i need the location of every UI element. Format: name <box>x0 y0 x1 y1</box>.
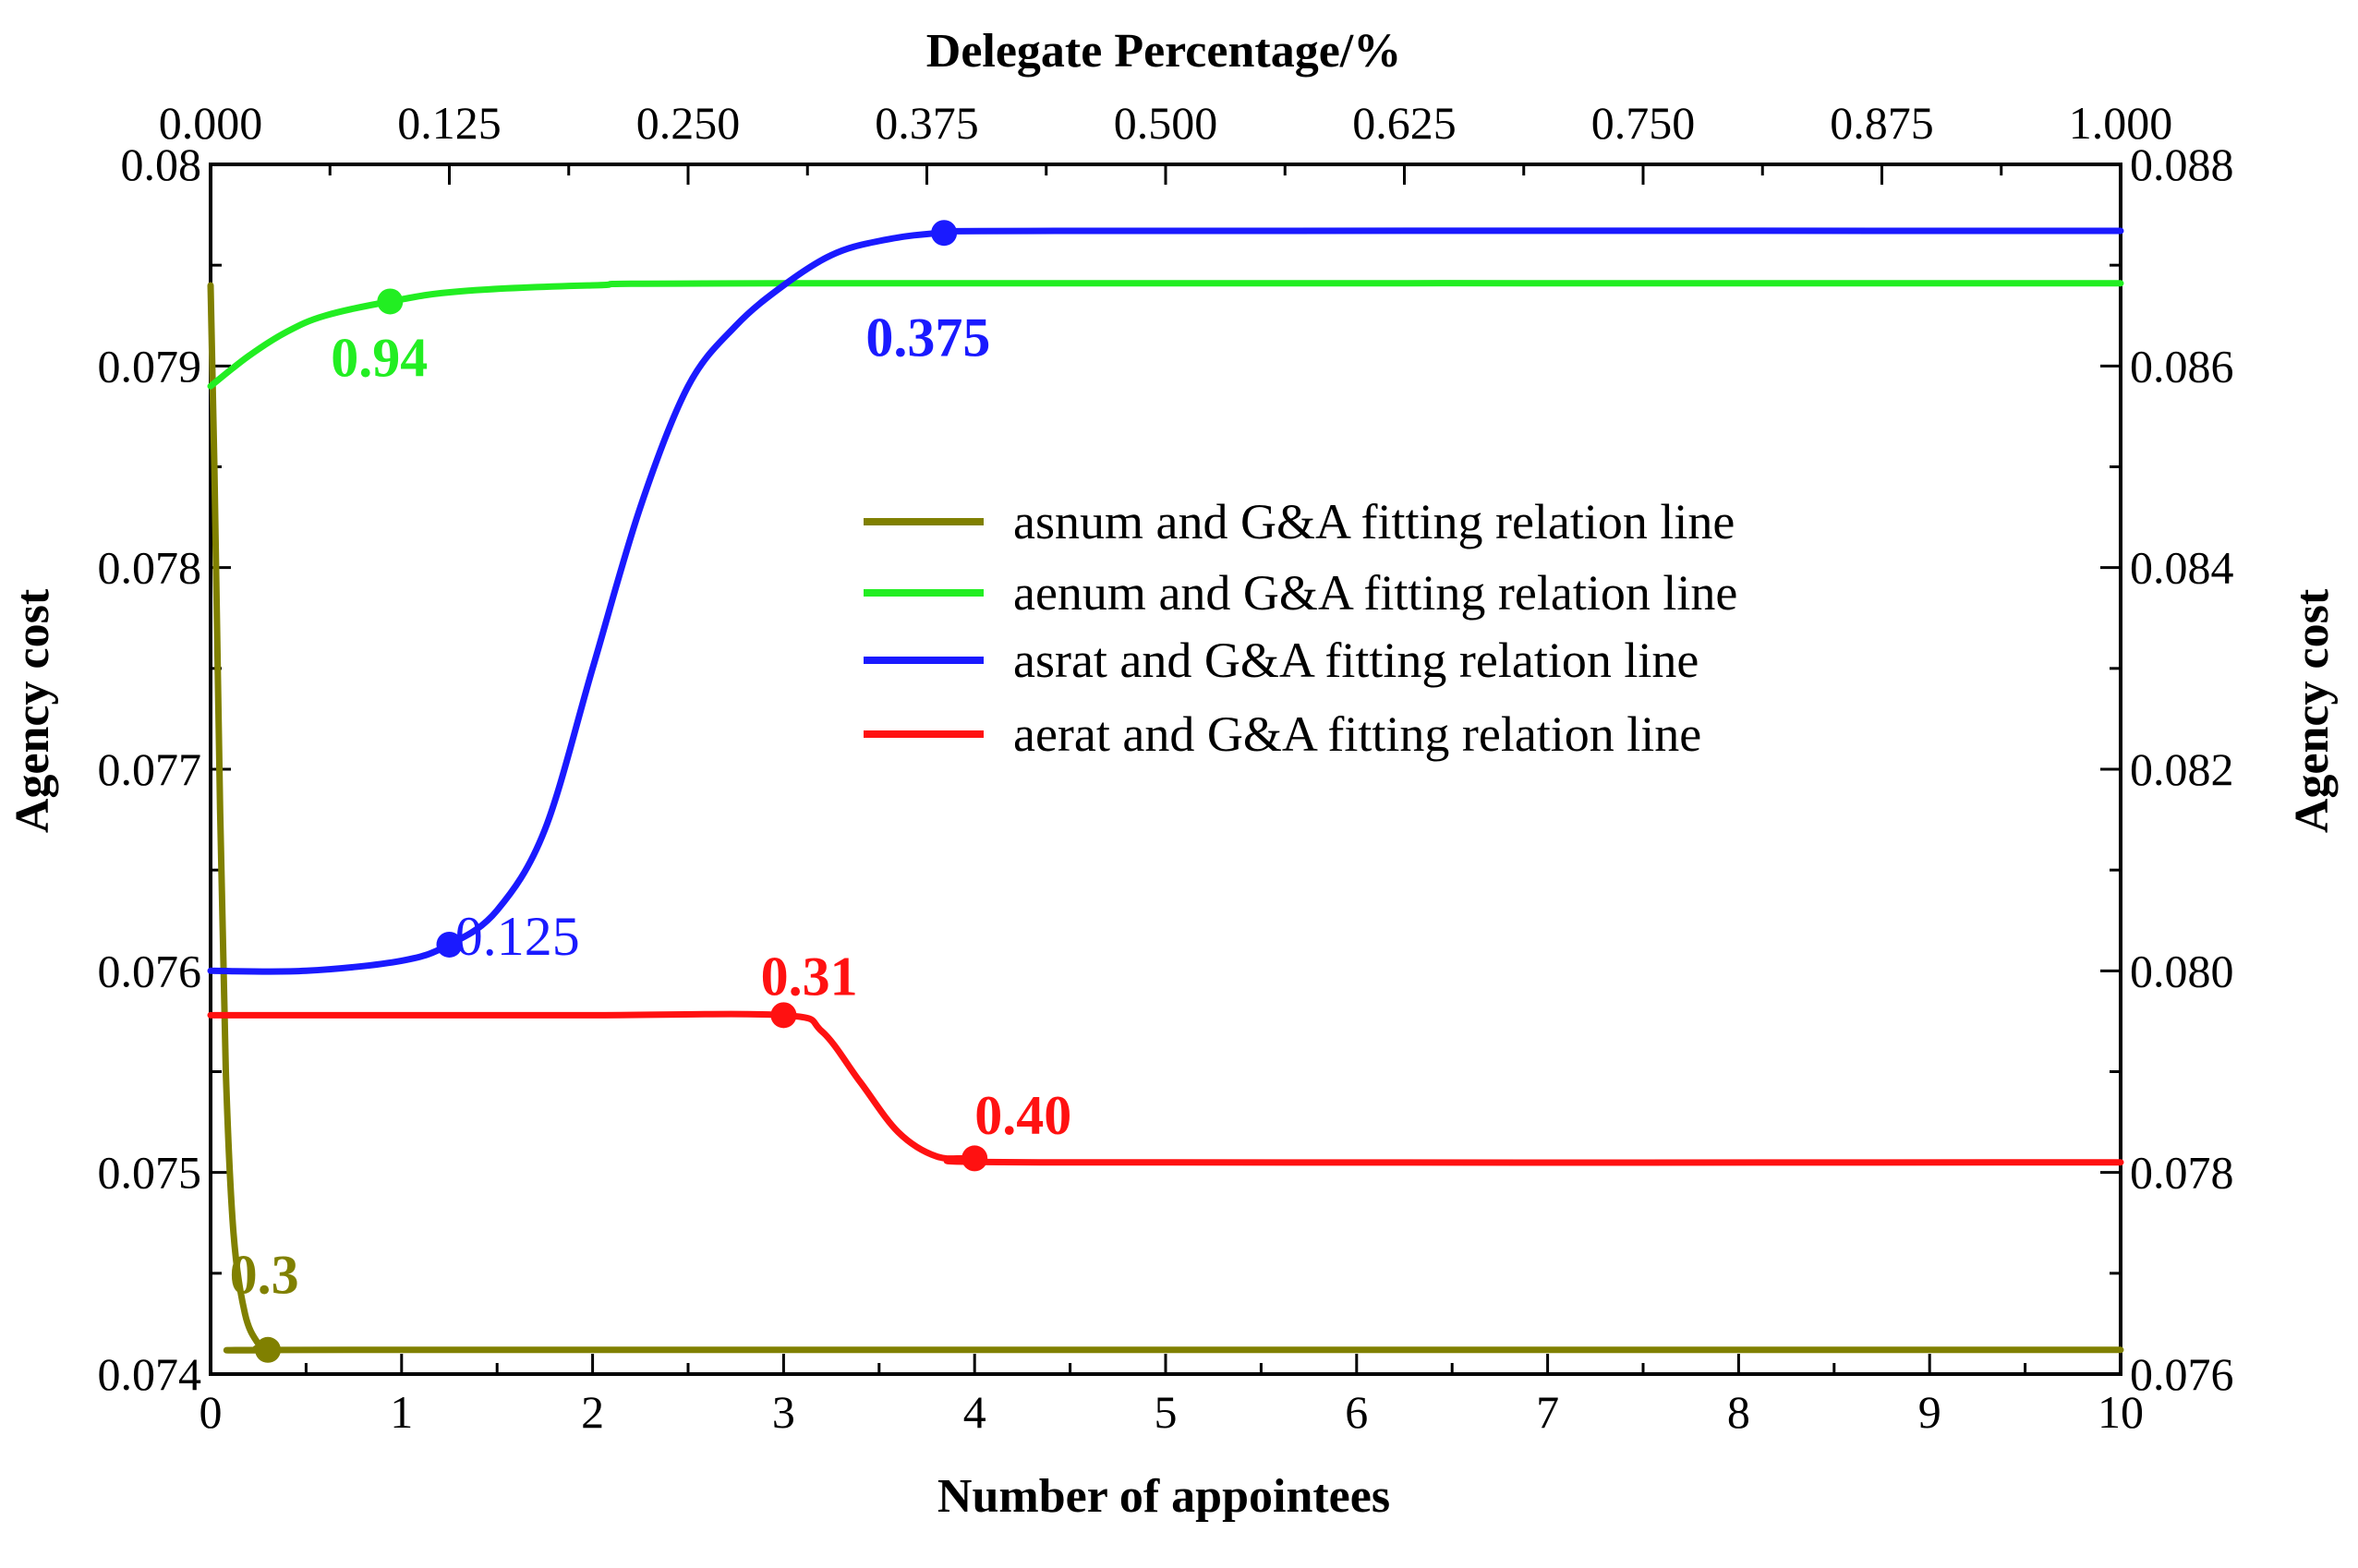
annotations-group: 0.3 0.94 0.125 0.375 0.31 0.40 <box>230 307 1072 1305</box>
x2-tick-label: 0.625 <box>1352 97 1457 149</box>
x-tick-label: 3 <box>772 1386 795 1438</box>
series-line-asnum <box>207 282 2124 1354</box>
x-tick-label: 7 <box>1536 1386 1559 1438</box>
x2-tick-label: 0.750 <box>1591 97 1696 149</box>
data-label: 0.40 <box>974 1085 1071 1146</box>
data-point-aenum <box>377 288 404 315</box>
y2-tick-label: 0.080 <box>2130 945 2234 996</box>
x-tick-label: 9 <box>1918 1386 1941 1438</box>
legend-label-asrat: asrat and G&A fitting relation line <box>1013 633 1699 688</box>
x-tick-label: 8 <box>1727 1386 1750 1438</box>
x-tick-label: 10 <box>2098 1386 2144 1438</box>
x-tick-label: 4 <box>963 1386 986 1438</box>
legend: asnum and G&A fitting relation line aenum… <box>864 494 1737 762</box>
data-label: 0.375 <box>865 307 990 368</box>
data-label: 0.94 <box>331 327 428 388</box>
x2-tick-label: 0.125 <box>397 97 502 149</box>
y2-tick-label: 0.078 <box>2130 1147 2234 1199</box>
y-axis-title: Agency cost <box>6 588 59 833</box>
y2-tick-label: 0.088 <box>2130 139 2234 190</box>
legend-label-asnum: asnum and G&A fitting relation line <box>1013 494 1735 549</box>
series-line-aenum <box>207 280 2124 390</box>
data-point-aerat <box>961 1145 988 1172</box>
x-tick-label: 2 <box>581 1386 604 1438</box>
plot-frame-group <box>209 163 2122 1376</box>
x-axis-title: Number of appointees <box>937 1470 1390 1523</box>
data-point-asrat <box>436 931 463 958</box>
y-tick-label: 0.076 <box>98 945 202 996</box>
plot-frame <box>209 163 2122 1376</box>
y-tick-label: 0.074 <box>98 1348 202 1400</box>
y-tick-label: 0.077 <box>98 743 202 795</box>
x2-tick-label: 0.500 <box>1114 97 1218 149</box>
x-tick-label: 6 <box>1345 1386 1368 1438</box>
y-tick-label: 0.078 <box>98 542 202 594</box>
y-tick-label: 0.079 <box>98 340 202 392</box>
series-line-aerat <box>207 1010 2124 1166</box>
data-point-asnum <box>255 1336 282 1363</box>
markers-group <box>255 220 988 1363</box>
data-point-aerat <box>770 1002 797 1029</box>
x2-tick-label: 0.000 <box>159 97 263 149</box>
x-tick-label: 1 <box>390 1386 413 1438</box>
x-tick-label: 5 <box>1155 1386 1178 1438</box>
x2-tick-label: 0.875 <box>1830 97 1934 149</box>
data-label: 0.3 <box>230 1245 299 1306</box>
y2-tick-label: 0.086 <box>2130 340 2234 392</box>
x2-axis-title: Delegate Percentage/% <box>926 25 1401 78</box>
data-label: 0.125 <box>455 906 580 967</box>
y2-axis-title: Agency cost <box>2286 588 2339 833</box>
series-group <box>207 227 2124 1354</box>
ticks-group: 0 1 2 3 4 5 6 7 8 9 10 0.000 0.125 0.250 0.375 0.500 0.6… <box>98 97 2234 1438</box>
x2-tick-label: 0.250 <box>636 97 741 149</box>
data-label: 0.31 <box>761 947 858 1007</box>
y2-tick-label: 0.076 <box>2130 1348 2234 1400</box>
data-point-asrat <box>931 220 958 247</box>
x-tick-label: 0 <box>200 1386 223 1438</box>
x2-tick-label: 1.000 <box>2069 97 2173 149</box>
y-tick-label: 0.08 <box>121 139 202 190</box>
y2-tick-label: 0.084 <box>2130 542 2234 594</box>
y2-tick-label: 0.082 <box>2130 743 2234 795</box>
legend-label-aerat: aerat and G&A fitting relation line <box>1013 706 1701 762</box>
y-tick-label: 0.075 <box>98 1147 202 1199</box>
legend-label-aenum: aenum and G&A fitting relation line <box>1013 565 1737 621</box>
x2-tick-label: 0.375 <box>875 97 979 149</box>
